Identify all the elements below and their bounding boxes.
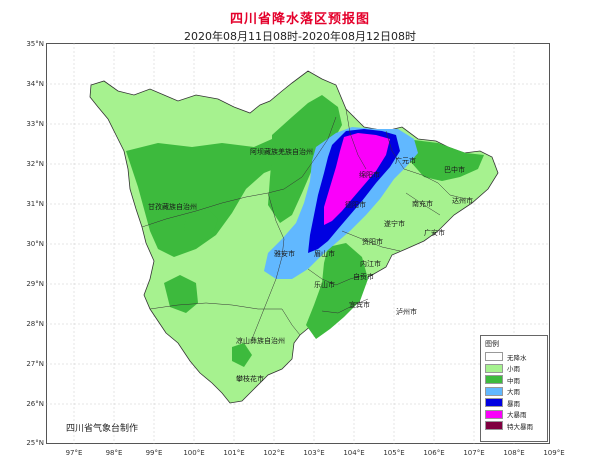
legend-label: 无降水 <box>507 353 527 362</box>
lon-label-105: 105°E <box>383 449 405 457</box>
place-deyang: 德阳市 <box>345 201 366 209</box>
legend-title: 图例 <box>485 340 499 348</box>
place-nanchong: 南充市 <box>412 200 433 208</box>
place-yibin: 宜宾市 <box>349 301 370 309</box>
legend-label: 暴雨 <box>507 399 520 408</box>
map-title: 四川省降水落区预报图 <box>229 12 370 27</box>
lon-label-104: 104°E <box>343 449 365 457</box>
legend-item-light-rain: 小雨 <box>485 363 547 375</box>
place-zigong: 自贡市 <box>353 273 374 281</box>
lon-label-99: 99°E <box>145 449 163 457</box>
legend-label: 大暴雨 <box>507 411 527 420</box>
prefecture-boundaries <box>141 108 467 340</box>
legend-item-extreme-rainstorm: 特大暴雨 <box>485 420 547 432</box>
place-suining: 遂宁市 <box>384 220 405 228</box>
lat-label-32: 32°N <box>26 160 44 168</box>
place-yaan: 雅安市 <box>274 250 295 258</box>
legend-label: 特大暴雨 <box>507 422 533 431</box>
lon-label-101: 101°E <box>223 449 245 457</box>
lat-label-27: 27°N <box>26 360 44 368</box>
lon-label-100: 100°E <box>183 449 205 457</box>
legend-item-heavy-rain: 大雨 <box>485 386 547 398</box>
legend-item-heavy-rainstorm: 大暴雨 <box>485 409 547 421</box>
lat-label-34: 34°N <box>26 80 44 88</box>
place-ziyang: 资阳市 <box>362 238 383 246</box>
lon-label-109: 109°E <box>543 449 565 457</box>
legend-item-none: 无降水 <box>485 351 547 363</box>
place-neijiang: 内江市 <box>360 260 381 268</box>
legend-label: 大雨 <box>507 388 520 397</box>
place-guangan: 广安市 <box>424 229 445 237</box>
legend-swatch <box>485 352 503 362</box>
lon-label-108: 108°E <box>503 449 525 457</box>
place-meishan: 眉山市 <box>314 250 335 258</box>
place-luzhou: 泸州市 <box>396 308 417 316</box>
legend-swatch <box>485 386 503 396</box>
lon-label-103: 103°E <box>303 449 325 457</box>
lat-label-30: 30°N <box>26 240 44 248</box>
lat-label-35: 35°N <box>26 40 44 48</box>
lon-label-97: 97°E <box>65 449 83 457</box>
place-aba: 阿坝藏族羌族自治州 <box>250 148 313 156</box>
place-bazhong: 巴中市 <box>444 166 465 174</box>
place-ganzi: 甘孜藏族自治州 <box>148 203 197 211</box>
legend-swatch <box>485 421 503 431</box>
lat-label-25: 25°N <box>26 439 44 447</box>
legend-label: 中雨 <box>507 376 520 385</box>
heavy-rainstorm-area <box>324 133 390 225</box>
producer-credit: 四川省气象台制作 <box>66 424 139 434</box>
legend-swatch <box>485 409 503 419</box>
legend-swatch <box>485 363 503 373</box>
place-panzhihua: 攀枝花市 <box>236 375 264 383</box>
moderate-rain-areas <box>126 95 484 367</box>
map-legend: 图例 无降水 小雨 中雨 大雨 暴雨 大暴雨 特大暴雨 <box>480 335 548 442</box>
legend-label: 小雨 <box>507 365 520 374</box>
lat-label-26: 26°N <box>26 400 44 408</box>
lat-label-33: 33°N <box>26 120 44 128</box>
lon-label-98: 98°E <box>105 449 123 457</box>
place-guangyuan: 广元市 <box>395 157 416 165</box>
lon-label-102: 102°E <box>263 449 285 457</box>
place-dazhou: 达州市 <box>452 197 473 205</box>
place-liangshan: 凉山彝族自治州 <box>236 337 285 345</box>
legend-item-moderate-rain: 中雨 <box>485 374 547 386</box>
precipitation-map <box>46 43 550 444</box>
place-leshan: 乐山市 <box>314 281 335 289</box>
lat-label-28: 28°N <box>26 320 44 328</box>
lat-label-31: 31°N <box>26 200 44 208</box>
legend-item-rainstorm: 暴雨 <box>485 397 547 409</box>
forecast-period: 2020年08月11日08时-2020年08月12日08时 <box>184 30 416 43</box>
lon-label-107: 107°E <box>463 449 485 457</box>
lon-label-106: 106°E <box>423 449 445 457</box>
legend-swatch <box>485 375 503 385</box>
legend-swatch <box>485 398 503 408</box>
place-mianyang: 绵阳市 <box>359 171 380 179</box>
lat-label-29: 29°N <box>26 280 44 288</box>
